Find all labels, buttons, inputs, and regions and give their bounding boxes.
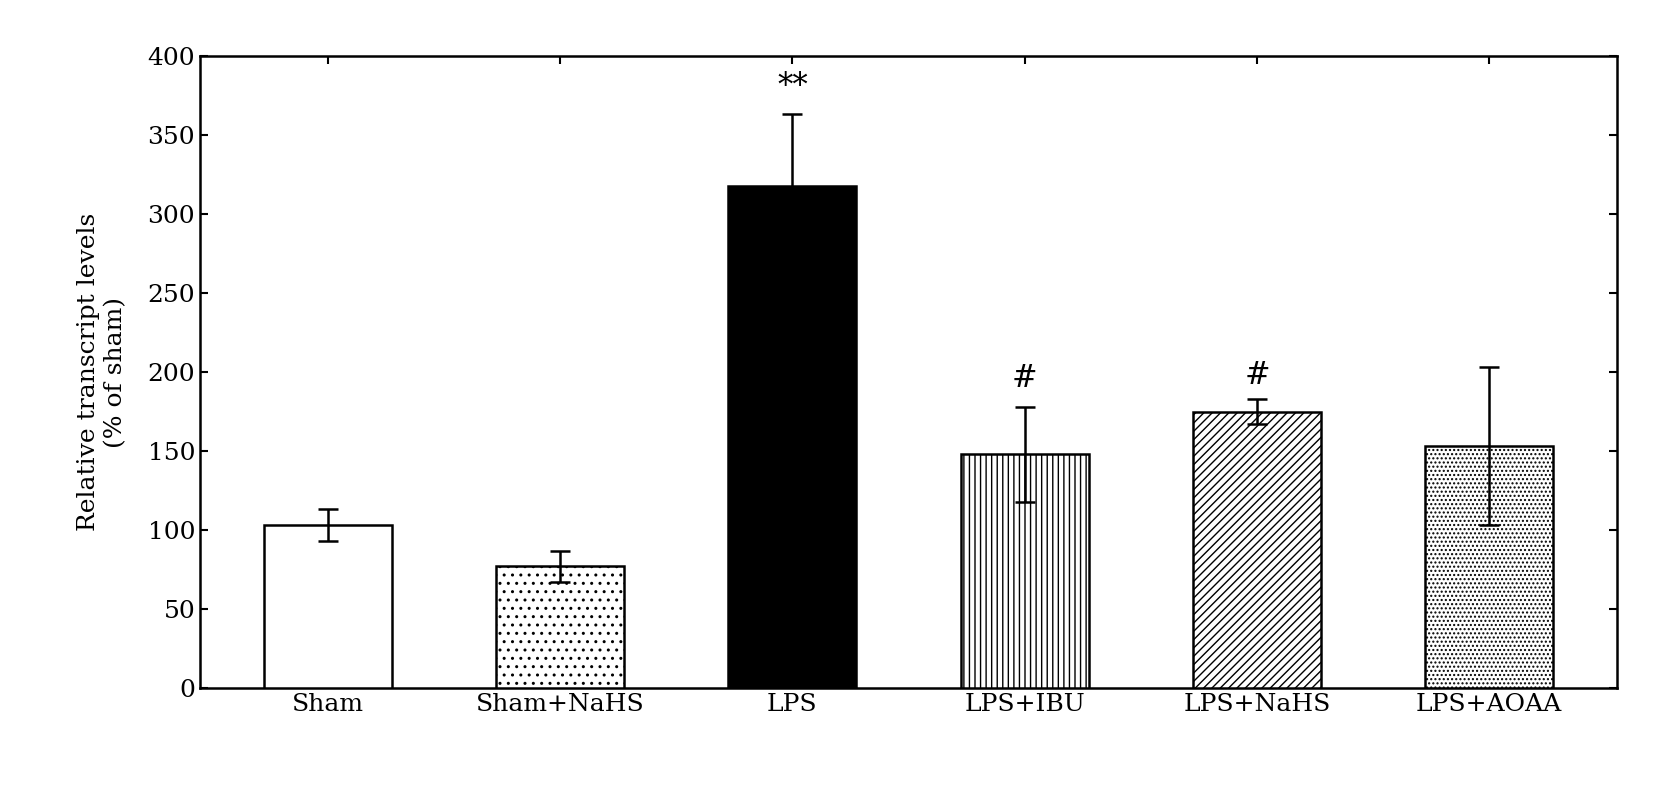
Text: **: ** <box>777 71 808 102</box>
Bar <box>1194 411 1320 688</box>
Bar <box>263 526 392 688</box>
Bar <box>1425 446 1554 688</box>
Bar <box>728 186 857 688</box>
Bar <box>497 566 623 688</box>
Bar <box>960 454 1089 688</box>
Text: #: # <box>1244 360 1270 391</box>
Text: #: # <box>1012 363 1037 394</box>
Y-axis label: Relative transcript levels
(% of sham): Relative transcript levels (% of sham) <box>77 213 127 531</box>
